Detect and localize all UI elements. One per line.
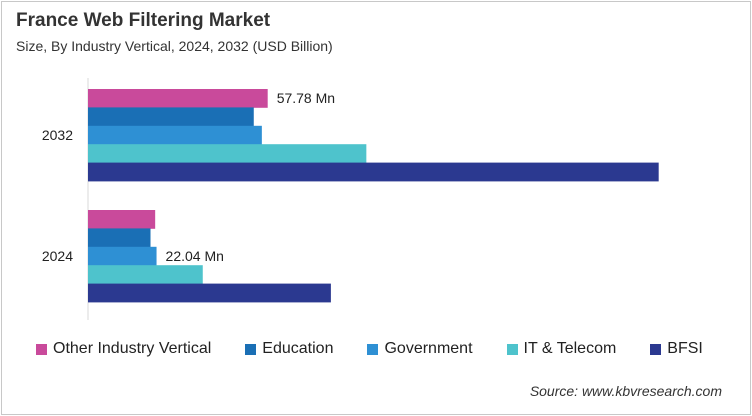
legend-item: BFSI (650, 340, 703, 358)
y-tick-label: 2024 (42, 248, 73, 264)
legend-item: Government (367, 340, 473, 358)
legend-label: Education (262, 340, 334, 357)
bar-it-telecom-2024 (88, 265, 203, 284)
bar-it-telecom-2032 (88, 144, 367, 163)
source-note: Source: www.kbvresearch.com (529, 383, 722, 399)
legend-label: Government (384, 340, 473, 357)
data-label: 57.78 Mn (277, 90, 335, 106)
bar-education-2024 (88, 228, 151, 248)
bar-government-2024 (88, 246, 157, 266)
legend-label: BFSI (667, 340, 703, 357)
legend-item: IT & Telecom (506, 340, 617, 358)
data-label: 22.04 Mn (166, 248, 224, 264)
y-tick-label: 2032 (42, 127, 73, 143)
bar-other-industry-vertical-2032 (88, 89, 268, 108)
legend: Other Industry Vertical Education Governme… (36, 340, 737, 358)
legend-label: Other Industry Vertical (53, 340, 212, 357)
chart-subtitle: Size, By Industry Vertical, 2024, 2032 (… (16, 38, 333, 54)
bar-other-industry-vertical-2024 (88, 210, 156, 229)
bar-bfsi-2024 (88, 283, 331, 303)
legend-item: Education (245, 340, 333, 358)
bar-bfsi-2032 (88, 162, 659, 182)
bar-government-2032 (88, 125, 262, 145)
legend-item: Other Industry Vertical (36, 340, 211, 358)
chart-title: France Web Filtering Market (16, 10, 271, 31)
legend-swatch (650, 343, 662, 355)
bar-education-2032 (88, 107, 254, 127)
legend-swatch (506, 343, 518, 355)
legend-label: IT & Telecom (523, 340, 617, 357)
legend-swatch (367, 343, 379, 355)
legend-swatch (36, 343, 47, 355)
legend-swatch (245, 343, 257, 355)
